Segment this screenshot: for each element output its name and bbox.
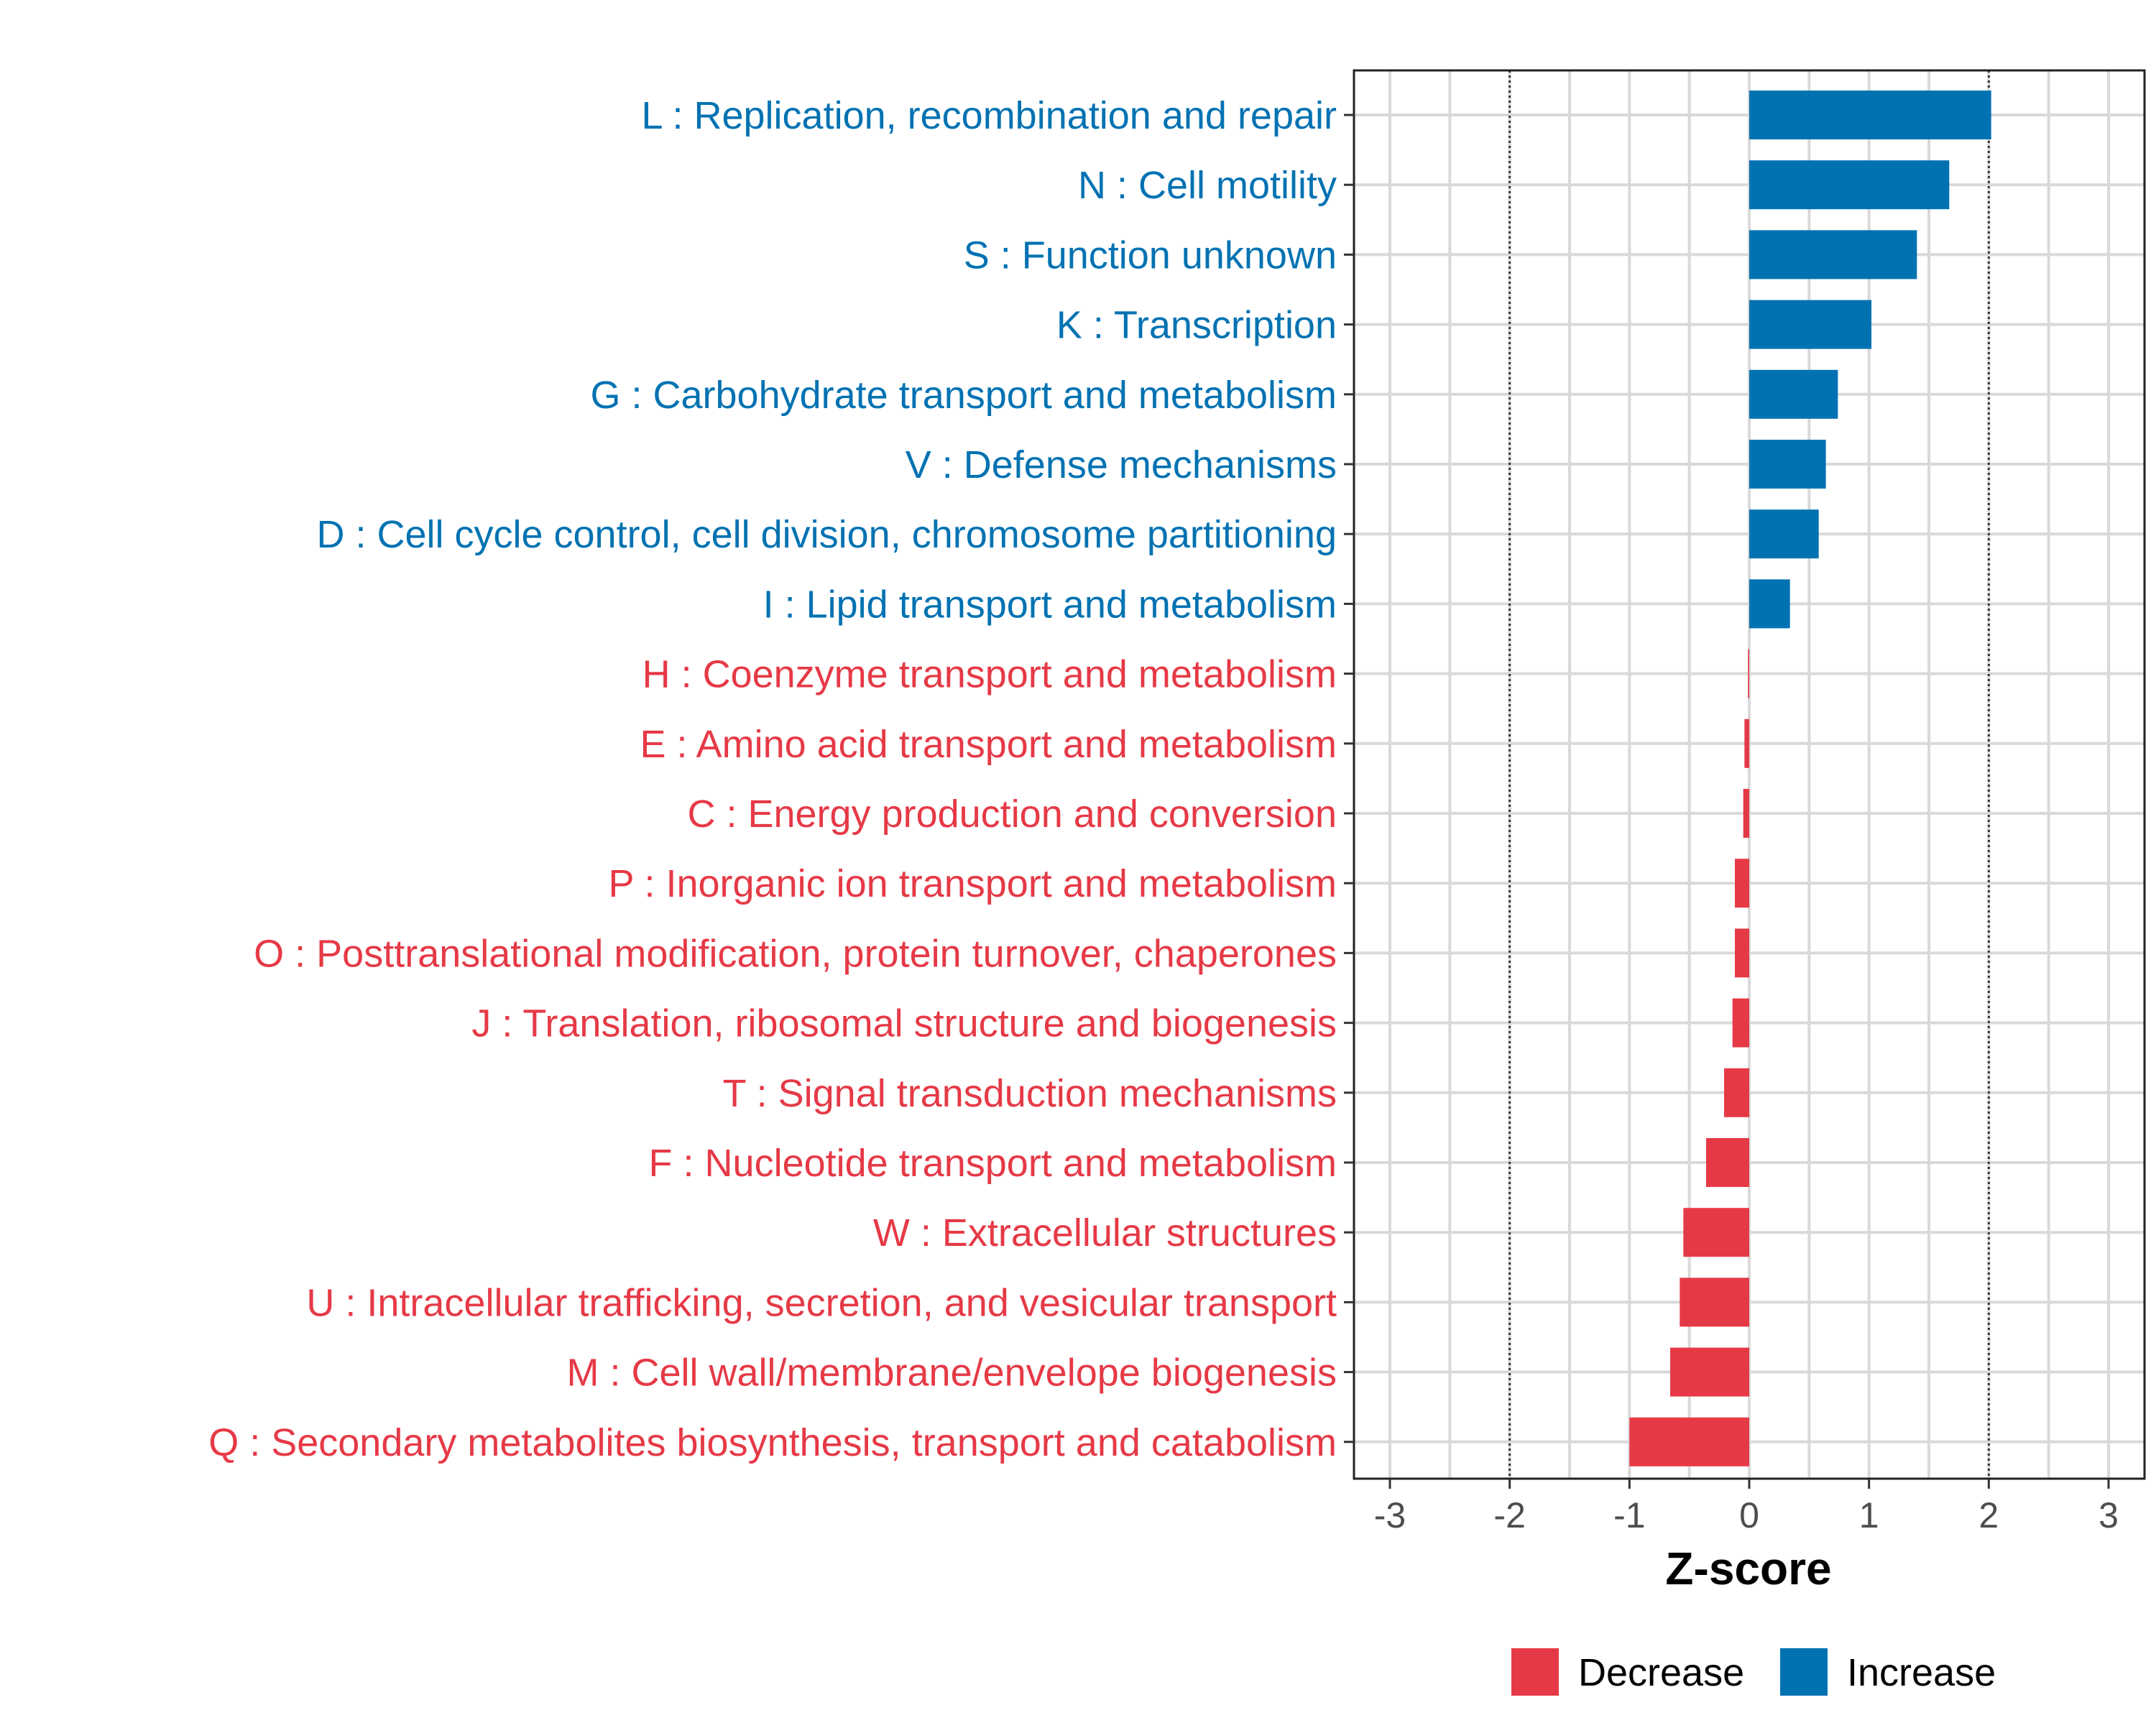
x-axis-ticks: -3 -2 -1 0 1 2 3 — [1374, 1479, 2119, 1535]
bar — [1749, 160, 1950, 210]
bar — [1706, 1138, 1749, 1187]
bar — [1749, 509, 1819, 559]
y-tick-label: W : Extracellular structures — [873, 1211, 1337, 1255]
y-tick-label: C : Energy production and conversion — [687, 793, 1337, 836]
bar — [1732, 998, 1749, 1048]
bar — [1749, 579, 1790, 629]
bar — [1749, 300, 1871, 349]
legend-label: Decrease — [1578, 1651, 1744, 1694]
y-tick-label: U : Intracellular trafficking, secretion… — [306, 1281, 1337, 1324]
y-tick-label: T : Signal transduction mechanisms — [723, 1072, 1337, 1115]
bar — [1735, 928, 1749, 978]
y-tick-label: S : Function unknown — [964, 234, 1337, 277]
y-tick-label: Q : Secondary metabolites biosynthesis, … — [208, 1421, 1337, 1464]
x-axis-title: Z-score — [1665, 1543, 1831, 1594]
y-tick-label: P : Inorganic ion transport and metaboli… — [608, 862, 1337, 905]
y-tick-label: V : Defense mechanisms — [906, 443, 1337, 486]
legend-swatch — [1780, 1648, 1828, 1696]
y-tick-label: G : Carbohydrate transport and metabolis… — [591, 374, 1337, 417]
y-tick-label: O : Posttranslational modification, prot… — [254, 932, 1337, 975]
bar — [1735, 859, 1749, 908]
y-tick-label: D : Cell cycle control, cell division, c… — [316, 513, 1337, 556]
bar — [1749, 91, 1991, 139]
bar — [1680, 1277, 1749, 1327]
x-tick-label: -1 — [1613, 1495, 1645, 1535]
bar — [1629, 1417, 1749, 1466]
bar — [1743, 789, 1749, 838]
x-tick-label: 3 — [2099, 1495, 2119, 1535]
bar — [1749, 369, 1838, 419]
legend-swatch — [1511, 1648, 1559, 1696]
y-tick-label: K : Transcription — [1056, 304, 1337, 347]
bar — [1748, 649, 1749, 698]
x-tick-label: -3 — [1374, 1495, 1406, 1535]
y-tick-label: N : Cell motility — [1078, 164, 1337, 207]
y-axis-ticks — [1344, 114, 1354, 1443]
bars-layer — [1629, 91, 1991, 1466]
x-tick-label: 0 — [1739, 1495, 1759, 1535]
y-tick-label: L : Replication, recombination and repai… — [641, 94, 1337, 137]
reference-lines — [1508, 70, 1990, 1479]
legend: Decrease Increase — [1511, 1648, 1996, 1696]
y-tick-label: F : Nucleotide transport and metabolism — [649, 1142, 1337, 1185]
bar — [1749, 230, 1917, 279]
bar — [1744, 719, 1749, 768]
bar — [1724, 1068, 1749, 1117]
bar — [1670, 1347, 1749, 1397]
x-tick-label: -2 — [1493, 1495, 1525, 1535]
y-tick-label: H : Coenzyme transport and metabolism — [642, 653, 1337, 696]
bar — [1683, 1208, 1749, 1257]
y-tick-label: I : Lipid transport and metabolism — [763, 583, 1337, 626]
x-tick-label: 1 — [1859, 1495, 1879, 1535]
y-tick-label: E : Amino acid transport and metabolism — [640, 723, 1337, 766]
y-tick-label: J : Translation, ribosomal structure and… — [471, 1002, 1337, 1045]
y-tick-label: M : Cell wall/membrane/envelope biogenes… — [566, 1352, 1337, 1395]
y-axis-labels: L : Replication, recombination and repai… — [208, 94, 1337, 1464]
bar — [1749, 440, 1826, 489]
legend-label: Increase — [1847, 1651, 1996, 1694]
x-tick-label: 2 — [1978, 1495, 1999, 1535]
